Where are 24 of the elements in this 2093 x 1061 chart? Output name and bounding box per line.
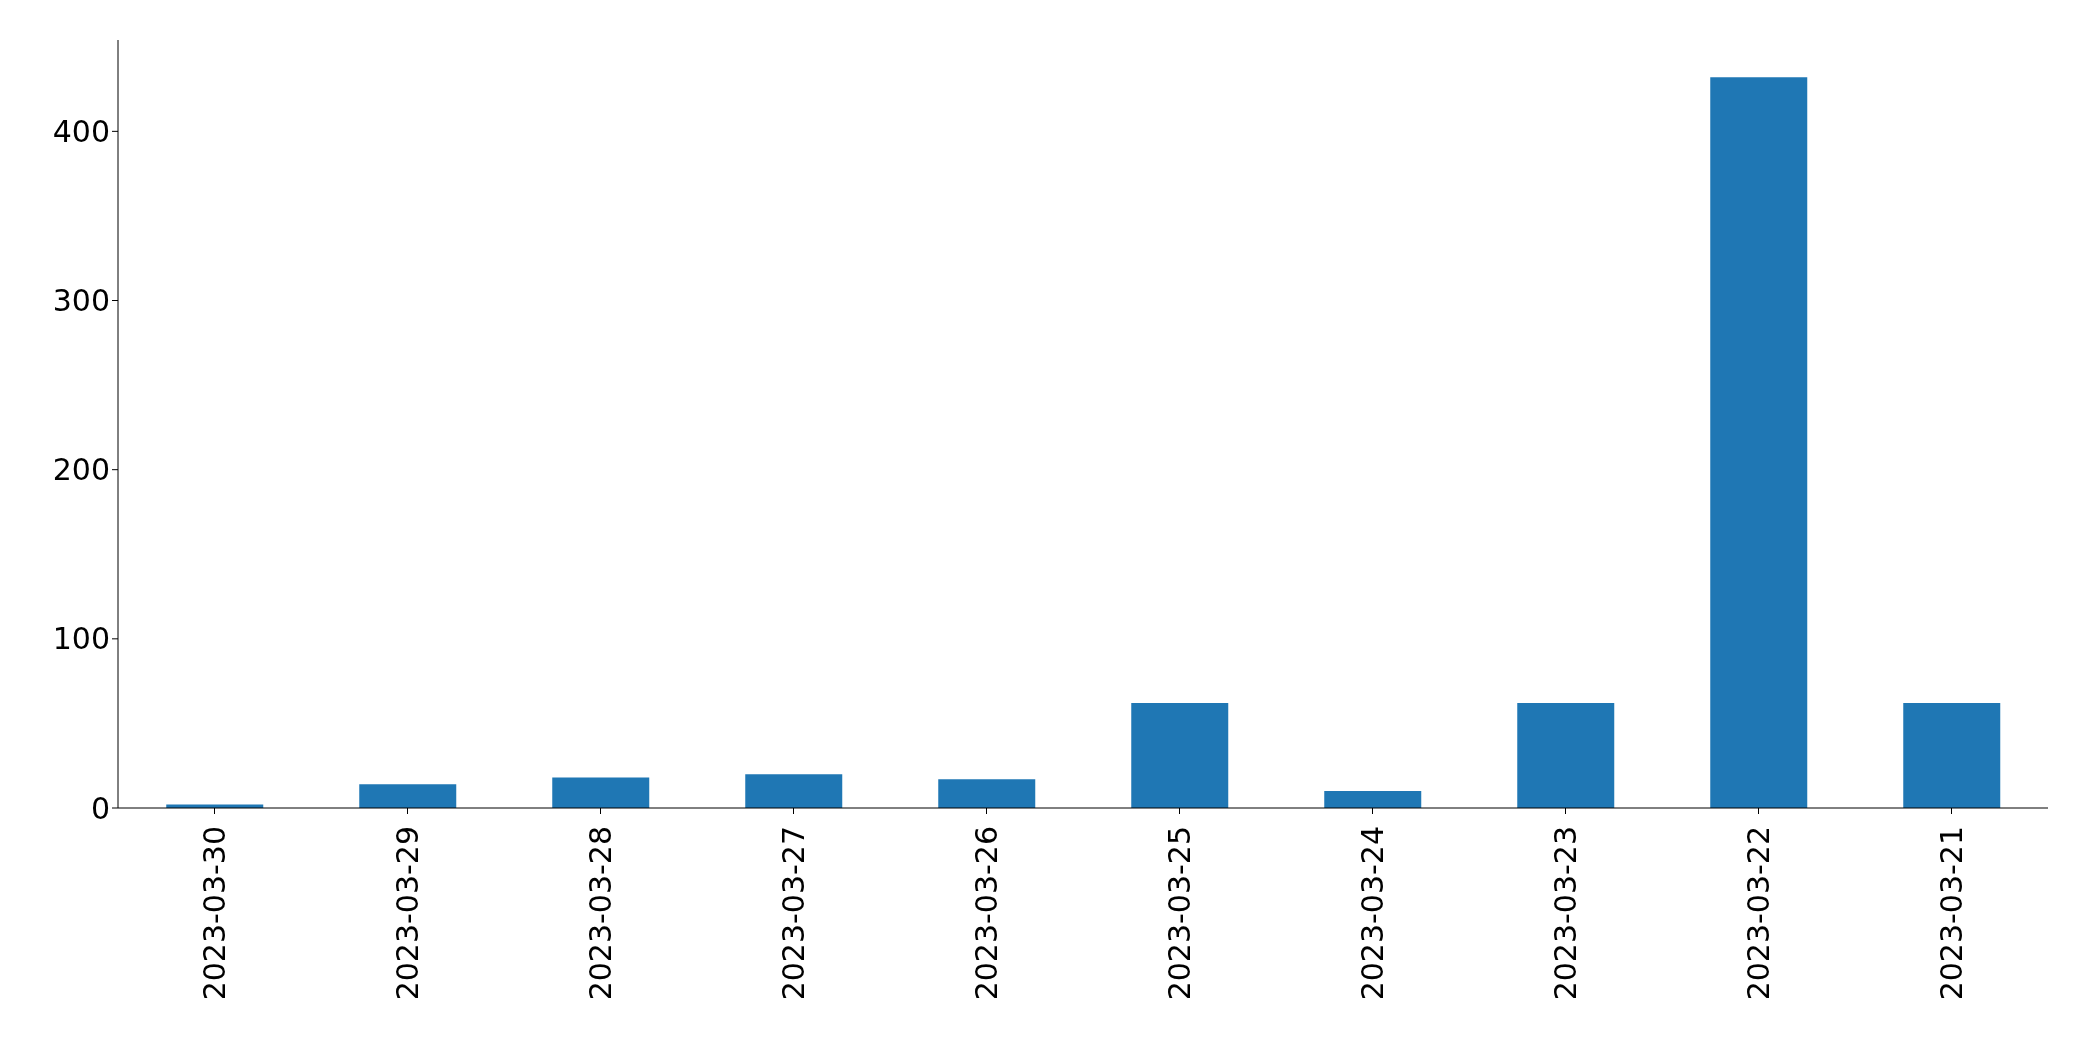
bar <box>1903 703 2001 808</box>
bar <box>359 784 457 808</box>
x-tick-label: 2023-03-30 <box>197 826 232 1001</box>
bar <box>1517 703 1615 808</box>
x-tick-label: 2023-03-25 <box>1162 826 1197 1001</box>
bar <box>1710 77 1808 808</box>
bar <box>745 774 843 808</box>
x-tick-label: 2023-03-26 <box>969 826 1004 1001</box>
x-tick-label: 2023-03-23 <box>1548 826 1583 1001</box>
y-tick-label: 100 <box>52 621 110 657</box>
x-tick-label: 2023-03-29 <box>390 826 425 1001</box>
x-tick-label: 2023-03-22 <box>1741 826 1776 1001</box>
y-tick-label: 300 <box>52 283 110 319</box>
bar <box>552 777 650 808</box>
bar <box>1324 791 1422 808</box>
bar <box>938 779 1036 808</box>
y-tick-label: 200 <box>52 452 110 488</box>
x-tick-label: 2023-03-28 <box>583 826 618 1001</box>
y-tick-label: 0 <box>90 790 110 826</box>
x-tick-label: 2023-03-21 <box>1934 826 1969 1001</box>
y-tick-label: 400 <box>52 114 110 149</box>
x-tick-label: 2023-03-24 <box>1355 826 1390 1001</box>
x-tick-label: 2023-03-27 <box>776 826 811 1001</box>
bar <box>1131 703 1229 808</box>
